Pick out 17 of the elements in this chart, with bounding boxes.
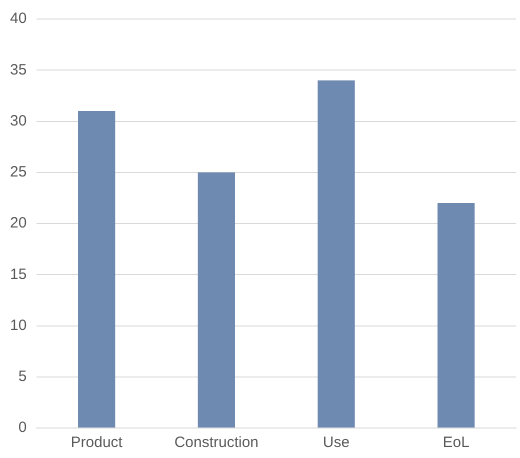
y-tick-label: 10 (10, 316, 27, 334)
x-tick-label: Product (70, 434, 124, 452)
bar (198, 172, 235, 428)
y-tick-label: 5 (18, 368, 27, 386)
bar (318, 80, 355, 428)
x-tick-label: Use (322, 434, 350, 452)
x-tick-label: Construction (174, 434, 259, 452)
y-tick-label: 20 (10, 214, 27, 232)
y-tick-label: 40 (10, 10, 27, 28)
y-tick-label: 25 (10, 164, 27, 181)
bar (438, 203, 475, 428)
y-tick-label: 35 (10, 61, 27, 78)
x-tick-label: EoL (442, 434, 470, 452)
y-tick-label: 30 (10, 112, 27, 130)
bar (78, 111, 116, 428)
y-tick-label: 15 (10, 266, 27, 283)
y-tick-label: 0 (18, 419, 27, 436)
